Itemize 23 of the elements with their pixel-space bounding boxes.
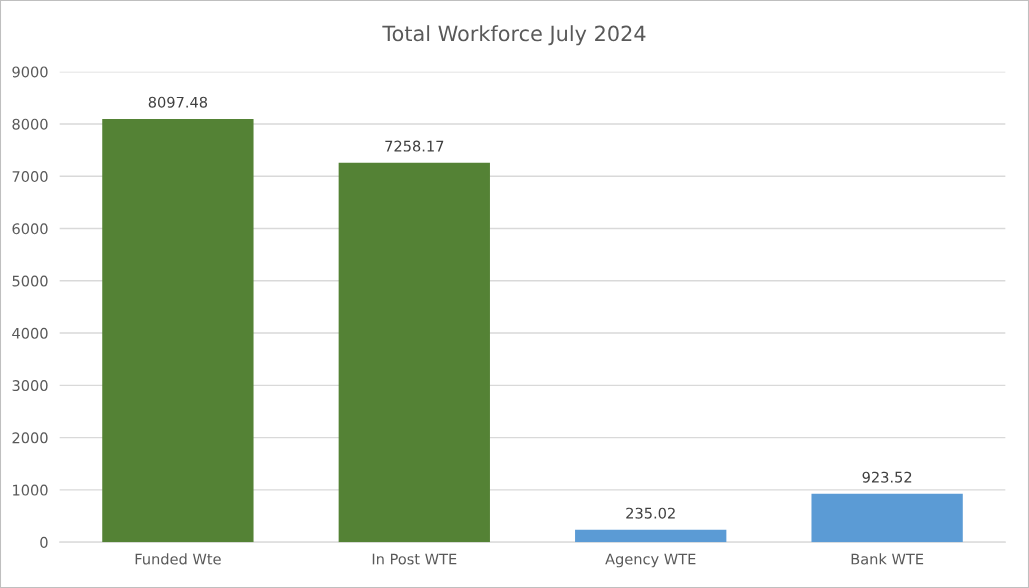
x-tick-label: Agency WTE [605,553,696,568]
bar [575,529,727,543]
y-tick-label: 4000 [12,327,48,339]
x-tick-label: Funded Wte [135,553,221,565]
y-tick-label: 8000 [12,118,48,130]
y-tick-label: 5000 [12,275,48,287]
y-tick-label: 0 [40,536,48,548]
y-tick-label: 3000 [12,380,48,392]
y-tick-label: 1000 [13,484,48,496]
y-tick-label: 6000 [12,223,48,235]
y-tick-label: 7000 [12,170,48,183]
data-label: 923.52 [862,471,912,483]
bar [338,162,490,543]
data-label: 235.02 [626,507,675,519]
bar [811,493,963,543]
y-tick-label: 2000 [12,432,48,444]
chart-title: Total Workforce July 2024 [382,25,646,46]
x-tick-label: In Post WTE [372,553,457,565]
data-label: 8097.48 [148,96,208,108]
x-tick-label: Bank WTE [851,553,924,565]
y-tick-label: 9000 [12,66,48,78]
bar [102,118,254,543]
data-label: 7258.17 [385,140,444,152]
